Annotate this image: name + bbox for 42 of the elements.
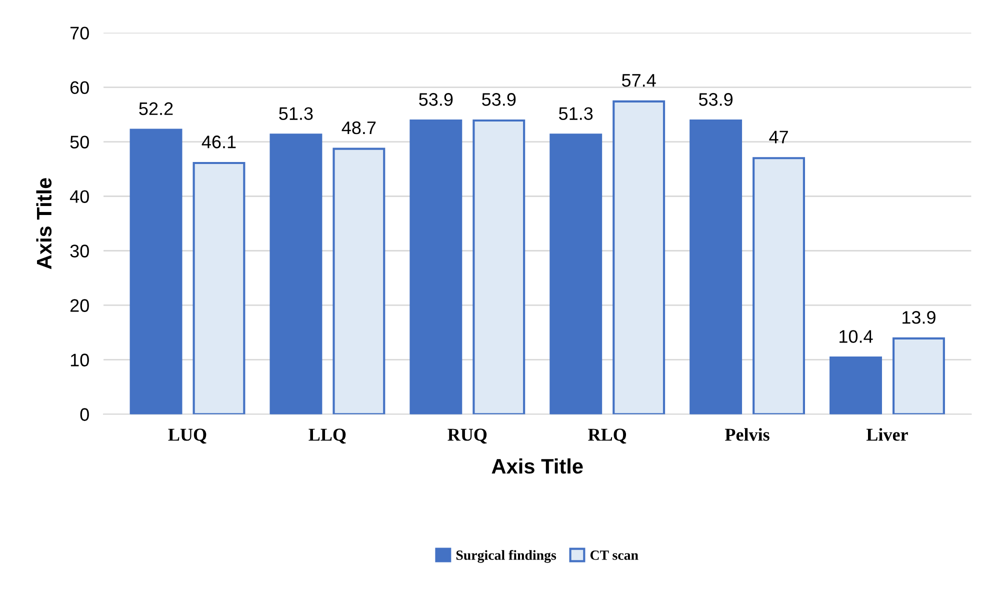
y-tick-label: 60: [70, 81, 89, 94]
bar: [752, 157, 806, 414]
bar: [270, 134, 322, 414]
data-label: 53.9: [698, 93, 733, 106]
bar: [830, 356, 882, 414]
data-label: 13.9: [902, 311, 936, 324]
y-axis-title: Axis Title: [36, 178, 52, 270]
legend-label: CT scan: [590, 550, 638, 560]
bar: [550, 134, 602, 414]
bar: [192, 162, 246, 414]
y-tick-label: 30: [70, 244, 89, 258]
bar: [130, 128, 182, 414]
bar: [612, 100, 666, 414]
y-tick-label: 10: [70, 354, 89, 366]
data-label: 52.2: [139, 102, 173, 116]
data-label: 53.9: [482, 93, 516, 106]
bar: [332, 148, 386, 414]
data-label: 47: [769, 130, 788, 144]
y-tick-label: 0: [80, 408, 89, 421]
x-tick-label: LLQ: [308, 428, 346, 444]
data-label: 53.9: [419, 93, 453, 106]
data-label: 51.3: [279, 107, 313, 120]
legend-label: Surgical findings: [456, 550, 556, 563]
data-label: 51.3: [559, 107, 593, 120]
x-axis-title: Axis Title: [492, 458, 583, 474]
x-tick-label: Pelvis: [725, 428, 770, 441]
data-label: 57.4: [622, 74, 656, 87]
y-tick-label: 50: [70, 136, 89, 148]
x-tick-label: RLQ: [588, 428, 626, 444]
y-tick-label: 20: [70, 299, 89, 312]
bar: [690, 119, 742, 414]
data-label: 10.4: [840, 330, 873, 343]
y-tick-label: 70: [70, 26, 89, 40]
bar: [410, 119, 462, 414]
bar: [472, 119, 526, 414]
x-tick-label: RUQ: [448, 428, 487, 444]
bar: [892, 337, 945, 414]
data-label: 46.1: [202, 136, 236, 148]
data-label: 48.7: [342, 121, 376, 134]
y-tick-label: 40: [70, 190, 89, 203]
x-tick-label: LUQ: [168, 428, 206, 444]
x-tick-label: Liver: [866, 428, 908, 441]
